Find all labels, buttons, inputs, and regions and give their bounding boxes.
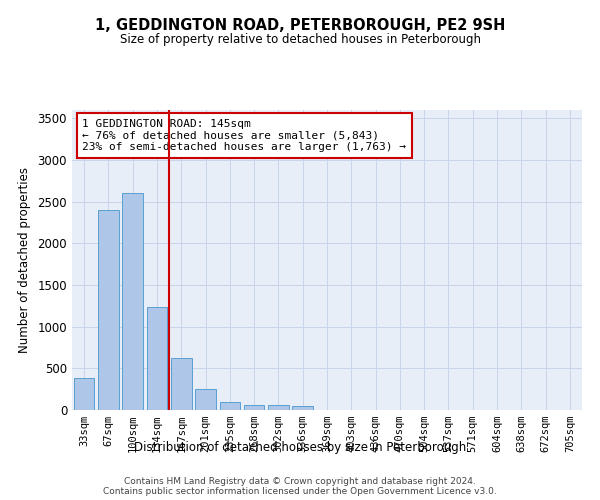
- Text: Contains HM Land Registry data © Crown copyright and database right 2024.: Contains HM Land Registry data © Crown c…: [124, 476, 476, 486]
- Bar: [195, 389, 216, 410]
- Text: Size of property relative to detached houses in Peterborough: Size of property relative to detached ho…: [119, 32, 481, 46]
- Bar: [220, 402, 240, 410]
- Bar: [268, 406, 289, 410]
- Bar: [171, 358, 191, 410]
- Bar: [74, 378, 94, 410]
- Bar: [122, 194, 143, 410]
- Bar: [244, 404, 265, 410]
- Text: 1 GEDDINGTON ROAD: 145sqm
← 76% of detached houses are smaller (5,843)
23% of se: 1 GEDDINGTON ROAD: 145sqm ← 76% of detac…: [82, 119, 406, 152]
- Bar: [98, 210, 119, 410]
- Bar: [292, 406, 313, 410]
- Bar: [146, 306, 167, 410]
- Y-axis label: Number of detached properties: Number of detached properties: [17, 167, 31, 353]
- Text: Distribution of detached houses by size in Peterborough: Distribution of detached houses by size …: [134, 441, 466, 454]
- Text: Contains public sector information licensed under the Open Government Licence v3: Contains public sector information licen…: [103, 486, 497, 496]
- Text: 1, GEDDINGTON ROAD, PETERBOROUGH, PE2 9SH: 1, GEDDINGTON ROAD, PETERBOROUGH, PE2 9S…: [95, 18, 505, 32]
